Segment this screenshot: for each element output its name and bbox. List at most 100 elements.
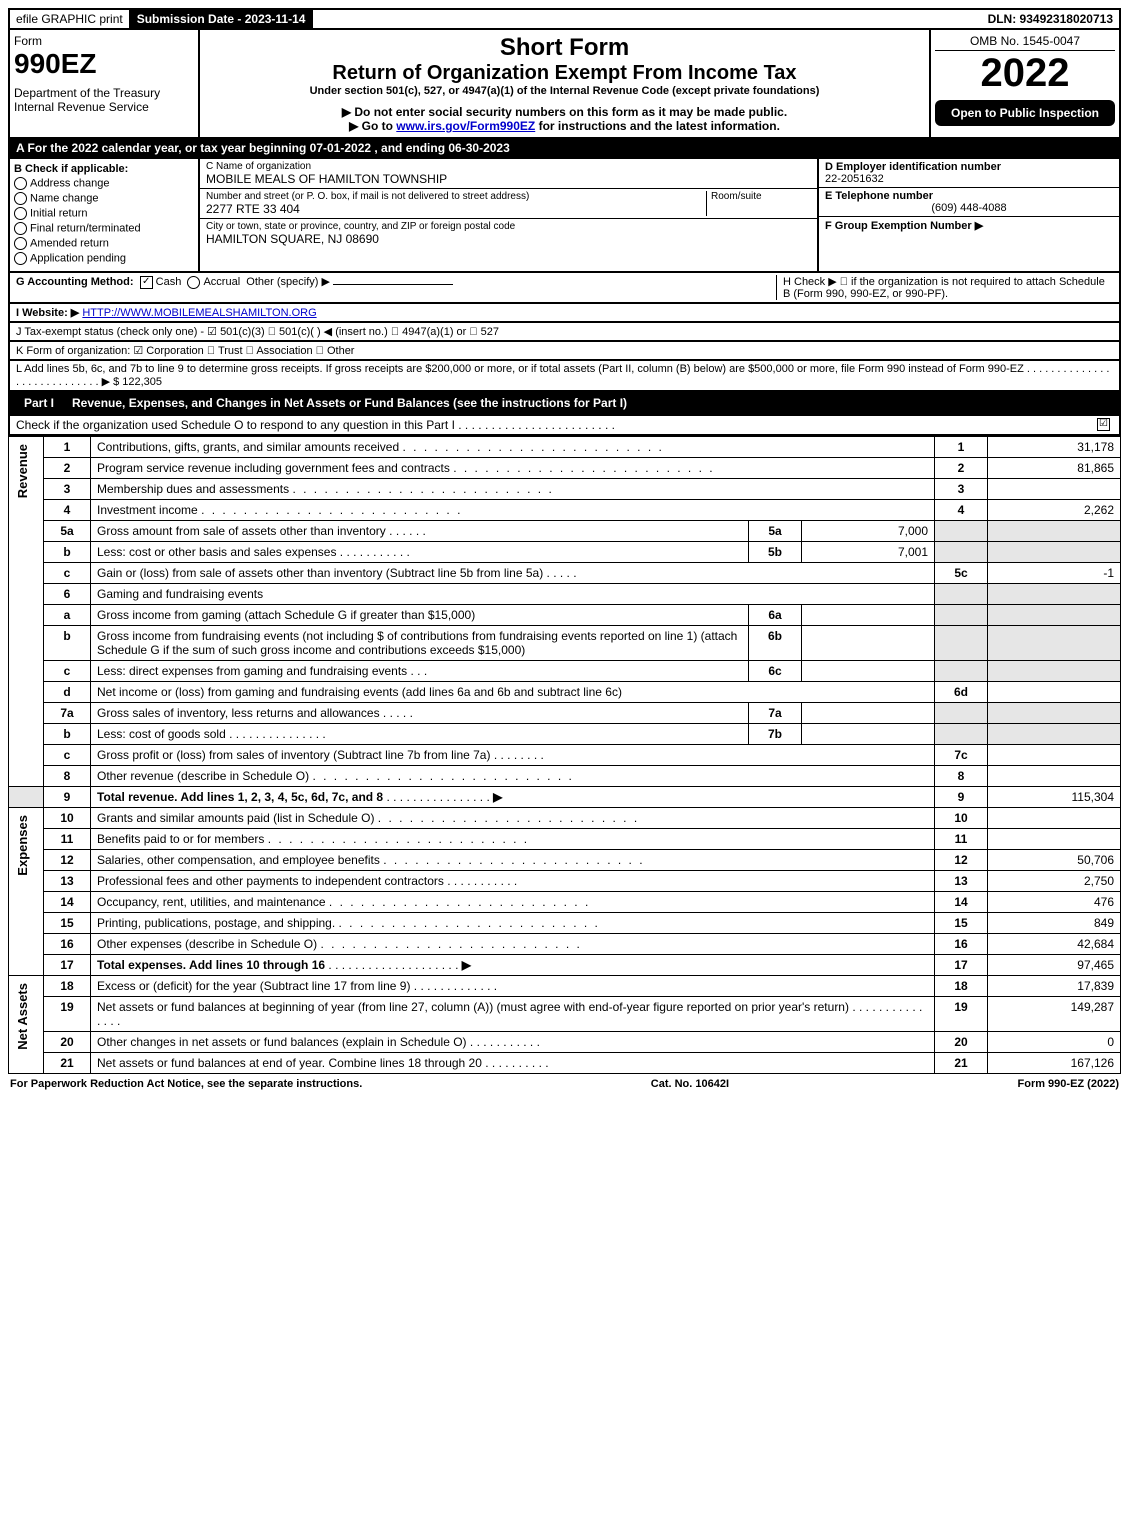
line-5c: Gain or (loss) from sale of assets other… (97, 566, 543, 580)
form-header: Form 990EZ Department of the Treasury In… (8, 30, 1121, 139)
line-6c: Less: direct expenses from gaming and fu… (97, 664, 407, 678)
footer-left: For Paperwork Reduction Act Notice, see … (10, 1078, 362, 1090)
part-i-tag: Part I (16, 395, 62, 411)
line-4: Investment income (97, 503, 198, 517)
line-9: Total revenue. Add lines 1, 2, 3, 4, 5c,… (97, 790, 383, 804)
city-header: City or town, state or province, country… (206, 221, 811, 232)
side-revenue: Revenue (15, 440, 30, 502)
amt-1: 31,178 (988, 437, 1121, 458)
i-label: I Website: ▶ (16, 307, 79, 319)
line-18: Excess or (deficit) for the year (Subtra… (97, 979, 410, 993)
amt-15: 849 (988, 913, 1121, 934)
form-word: Form (14, 34, 194, 48)
line-10: Grants and similar amounts paid (list in… (97, 811, 374, 825)
website-link[interactable]: HTTP://WWW.MOBILEMEALSHAMILTON.ORG (82, 307, 316, 319)
row-g-h: G Accounting Method: ✓Cash Accrual Other… (8, 273, 1121, 304)
check-amended[interactable]: Amended return (14, 237, 194, 250)
amt-16: 42,684 (988, 934, 1121, 955)
top-bar: efile GRAPHIC print Submission Date - 20… (8, 8, 1121, 30)
subtitle: Under section 501(c), 527, or 4947(a)(1)… (204, 85, 925, 97)
amt-9: 115,304 (988, 787, 1121, 808)
line-11: Benefits paid to or for members (97, 832, 264, 846)
amt-20: 0 (988, 1032, 1121, 1053)
page-footer: For Paperwork Reduction Act Notice, see … (8, 1074, 1121, 1094)
line-21: Net assets or fund balances at end of ye… (97, 1056, 482, 1070)
addr-header: Number and street (or P. O. box, if mail… (206, 191, 706, 202)
footer-right: Form 990-EZ (2022) (1018, 1078, 1119, 1090)
line-5b: Less: cost or other basis and sales expe… (97, 545, 336, 559)
efile-label: efile GRAPHIC print (10, 10, 131, 28)
amt-21: 167,126 (988, 1053, 1121, 1074)
line-6a: Gross income from gaming (attach Schedul… (91, 605, 749, 626)
return-title: Return of Organization Exempt From Incom… (204, 62, 925, 85)
line-15: Printing, publications, postage, and shi… (97, 916, 335, 930)
amt-14: 476 (988, 892, 1121, 913)
line-3: Membership dues and assessments (97, 482, 289, 496)
part-i-title: Revenue, Expenses, and Changes in Net As… (72, 396, 627, 410)
amt-2: 81,865 (988, 458, 1121, 479)
dln: DLN: 93492318020713 (982, 10, 1119, 28)
open-inspection: Open to Public Inspection (935, 100, 1115, 126)
omb-no: OMB No. 1545-0047 (935, 34, 1115, 51)
amt-12: 50,706 (988, 850, 1121, 871)
h-text: H Check ▶ ⃝ if the organization is not r… (776, 275, 1113, 300)
check-final-return[interactable]: Final return/terminated (14, 222, 194, 235)
amt-13: 2,750 (988, 871, 1121, 892)
amt-18: 17,839 (988, 976, 1121, 997)
check-initial-return[interactable]: Initial return (14, 207, 194, 220)
amt-19: 149,287 (988, 997, 1121, 1032)
f-header: F Group Exemption Number ▶ (825, 219, 1113, 232)
line-2: Program service revenue including govern… (97, 461, 450, 475)
org-address: 2277 RTE 33 404 (206, 202, 706, 216)
ein: 22-2051632 (825, 173, 1113, 185)
part-i-check[interactable]: ☑ (1097, 418, 1110, 431)
dept-label: Department of the Treasury Internal Reve… (14, 86, 194, 114)
e-header: E Telephone number (825, 190, 1113, 202)
irs-link[interactable]: www.irs.gov/Form990EZ (396, 119, 535, 133)
org-info-block: B Check if applicable: Address change Na… (8, 159, 1121, 273)
row-l: L Add lines 5b, 6c, and 7b to line 9 to … (8, 361, 1121, 392)
row-k: K Form of organization: ☑ Corporation ⃝ … (8, 342, 1121, 361)
check-cash[interactable]: ✓ (140, 276, 153, 289)
line-17: Total expenses. Add lines 10 through 16 (97, 958, 325, 972)
check-address-change[interactable]: Address change (14, 177, 194, 190)
line-20: Other changes in net assets or fund bala… (97, 1035, 467, 1049)
side-net-assets: Net Assets (15, 979, 30, 1054)
check-accrual[interactable] (187, 276, 200, 289)
side-expenses: Expenses (15, 811, 30, 880)
line-6: Gaming and fundraising events (91, 584, 935, 605)
line-14: Occupancy, rent, utilities, and maintena… (97, 895, 326, 909)
line-16: Other expenses (describe in Schedule O) (97, 937, 317, 951)
room-header: Room/suite (706, 191, 811, 216)
short-form-title: Short Form (204, 34, 925, 62)
b-header: B Check if applicable: (14, 163, 194, 175)
check-name-change[interactable]: Name change (14, 192, 194, 205)
c-header: C Name of organization (206, 161, 811, 172)
row-i: I Website: ▶ HTTP://WWW.MOBILEMEALSHAMIL… (8, 304, 1121, 323)
submission-date: Submission Date - 2023-11-14 (131, 10, 314, 28)
amt-5c: -1 (988, 563, 1121, 584)
lines-table: Revenue 1 Contributions, gifts, grants, … (8, 436, 1121, 1074)
form-number: 990EZ (14, 48, 194, 80)
check-app-pending[interactable]: Application pending (14, 252, 194, 265)
line-7a: Gross sales of inventory, less returns a… (97, 706, 380, 720)
line-7c: Gross profit or (loss) from sales of inv… (97, 748, 490, 762)
g-label: G Accounting Method: (16, 276, 134, 288)
line-8: Other revenue (describe in Schedule O) (97, 769, 309, 783)
line-12: Salaries, other compensation, and employ… (97, 853, 380, 867)
part-i-header: Part I Revenue, Expenses, and Changes in… (8, 392, 1121, 416)
line-13: Professional fees and other payments to … (97, 874, 444, 888)
note-goto[interactable]: ▶ Go to www.irs.gov/Form990EZ for instru… (204, 119, 925, 133)
amt-4: 2,262 (988, 500, 1121, 521)
tax-year: 2022 (935, 51, 1115, 96)
d-header: D Employer identification number (825, 161, 1113, 173)
row-j: J Tax-exempt status (check only one) - ☑… (8, 323, 1121, 342)
line-5a: Gross amount from sale of assets other t… (97, 524, 386, 538)
part-i-sub: Check if the organization used Schedule … (8, 416, 1121, 436)
section-a: A For the 2022 calendar year, or tax yea… (8, 139, 1121, 159)
amt-17: 97,465 (988, 955, 1121, 976)
org-city: HAMILTON SQUARE, NJ 08690 (206, 232, 811, 246)
phone: (609) 448-4088 (825, 202, 1113, 214)
line-19: Net assets or fund balances at beginning… (97, 1000, 849, 1014)
line-7b: Less: cost of goods sold (97, 727, 226, 741)
